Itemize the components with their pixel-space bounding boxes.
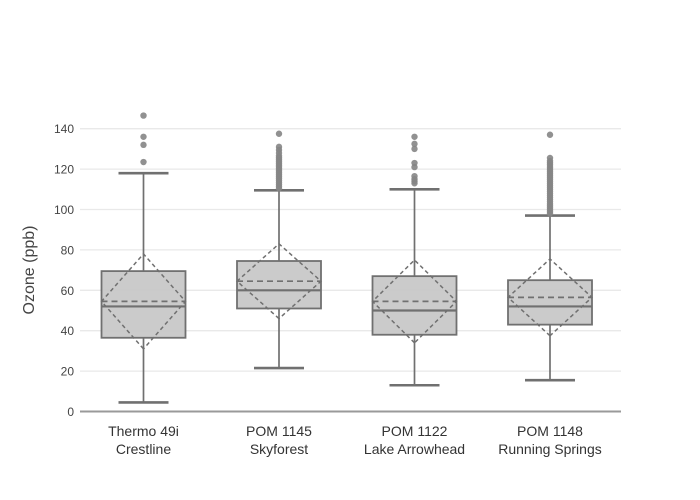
box-trace-pom-1122-lake-arrowhead[interactable] <box>371 133 458 387</box>
outlier-point[interactable] <box>140 141 147 149</box>
outlier-point[interactable] <box>546 154 554 162</box>
x-tick-label-pom-1148-running-springs: POM 1148 Running Springs <box>498 423 602 457</box>
outlier-point[interactable] <box>275 130 283 137</box>
y-tick-label: 100 <box>54 203 74 217</box>
x-tick-label-thermo-49i-crestline: Thermo 49i Crestline <box>108 423 179 457</box>
box-trace-pom-1145-skyforest[interactable] <box>235 130 323 370</box>
outlier-point[interactable] <box>546 131 554 138</box>
y-axis-title: Ozone (ppb) <box>21 225 38 315</box>
sd-diamond <box>235 242 323 320</box>
outlier-point[interactable] <box>411 145 418 153</box>
sd-diamond <box>506 257 594 337</box>
x-tick-label-pom-1145-skyforest: POM 1145 Skyforest <box>246 423 312 457</box>
y-tick-label: 80 <box>61 243 75 257</box>
y-axis-ticks: 0 20 40 60 80 100 120 140 <box>54 122 74 419</box>
iqr-box[interactable] <box>236 260 322 310</box>
sd-diamond <box>100 252 187 351</box>
iqr-box[interactable] <box>371 275 458 336</box>
outlier-point[interactable] <box>140 133 147 140</box>
outlier-point[interactable] <box>411 159 418 167</box>
y-tick-label: 60 <box>61 284 75 298</box>
y-tick-label: 140 <box>54 122 74 136</box>
outlier-point[interactable] <box>140 158 147 166</box>
y-tick-label: 120 <box>54 163 74 177</box>
sd-diamond <box>371 258 458 344</box>
y-tick-label: 0 <box>67 405 74 419</box>
outlier-point[interactable] <box>411 140 418 148</box>
y-tick-label: 20 <box>61 365 75 379</box>
outlier-point[interactable] <box>140 112 147 119</box>
outlier-point[interactable] <box>275 143 283 151</box>
iqr-box[interactable] <box>507 279 593 326</box>
iqr-box[interactable] <box>100 270 187 339</box>
outlier-point[interactable] <box>411 172 418 180</box>
outlier-point[interactable] <box>411 133 418 140</box>
y-tick-label: 40 <box>61 324 75 338</box>
x-tick-label-pom-1122-lake-arrowhead: POM 1122 Lake Arrowhead <box>364 423 465 457</box>
box-trace-thermo-49i-crestline[interactable] <box>100 112 187 404</box>
box-trace-pom-1148-running-springs[interactable] <box>506 131 594 382</box>
